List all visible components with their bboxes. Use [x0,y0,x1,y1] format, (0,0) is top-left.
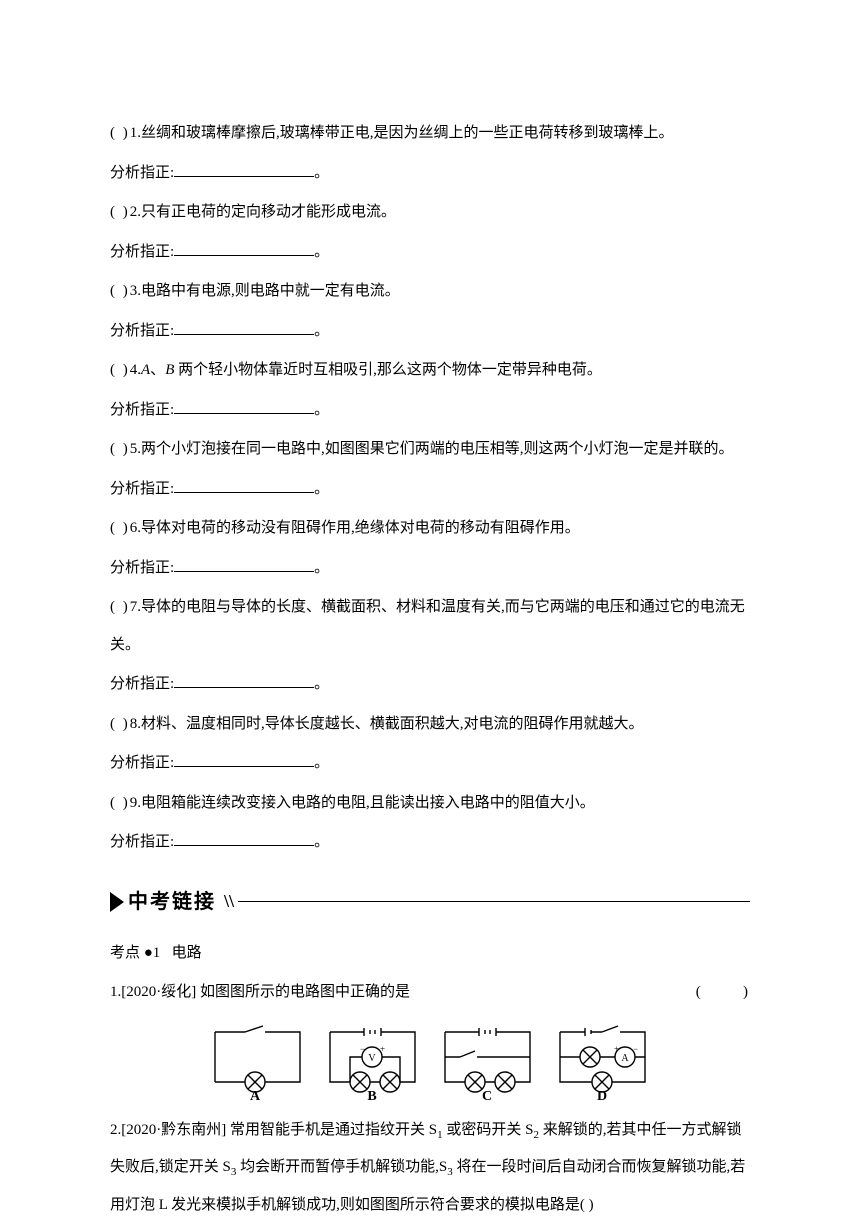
circuit-c: C [435,1022,540,1102]
header-line [238,901,750,902]
question-8: ( )8.材料、温度相同时,导体长度越长、横截面积越大,对电流的阻碍作用就越大。 [110,706,750,744]
analysis-5: 分析指正:。 [110,471,750,509]
question-4: ( )4.A、B 两个轻小物体靠近时互相吸引,那么这两个物体一定带异种电荷。 [110,352,750,390]
circuit-label: C [482,1089,492,1102]
analysis-4: 分析指正:。 [110,392,750,430]
question-7: ( )7.导体的电阻与导体的长度、横截面积、材料和温度有关,而与它两端的电压和通… [110,589,750,664]
svg-text:+: + [614,1044,619,1054]
triangle-icon [110,892,124,912]
question-9: ( )9.电阻箱能连续改变接入电路的电阻,且能读出接入电路中的阻值大小。 [110,785,750,823]
circuit-label: A [250,1089,261,1102]
circuit-label: B [367,1089,376,1102]
blank-input[interactable] [174,475,314,493]
svg-text:+: + [380,1044,385,1054]
paren[interactable]: ( ) [110,283,130,299]
section-title: 中考链接 [128,877,216,927]
circuit-diagrams: A V − + B C A + − D [110,1022,750,1102]
svg-text:V: V [368,1053,376,1064]
analysis-3: 分析指正:。 [110,313,750,351]
blank-input[interactable] [174,159,314,177]
paren[interactable]: ( ) [110,204,130,220]
blank-input[interactable] [174,670,314,688]
svg-text:−: − [360,1044,365,1054]
svg-text:−: − [633,1044,638,1054]
analysis-6: 分析指正:。 [110,550,750,588]
circuit-a: A [205,1022,310,1102]
blank-input[interactable] [174,238,314,256]
circuit-b: V − + B [320,1022,425,1102]
topic-line: 考点 ●1 电路 [110,935,750,973]
answer-paren[interactable]: ( ) [696,974,750,1012]
section-header: 中考链接 \\ [110,877,750,927]
circuit-d: A + − D [550,1022,655,1102]
blank-input[interactable] [174,396,314,414]
blank-input[interactable] [174,317,314,335]
svg-text:A: A [621,1053,629,1064]
analysis-1: 分析指正:。 [110,155,750,193]
paren[interactable]: ( ) [110,599,130,615]
paren[interactable]: ( ) [110,362,130,378]
slashes-icon: \\ [224,879,234,924]
paren[interactable]: ( ) [110,441,130,457]
question-2: ( )2.只有正电荷的定向移动才能形成电流。 [110,194,750,232]
paren[interactable]: ( ) [110,125,130,141]
exam-question-2: 2.[2020·黔东南州] 常用智能手机是通过指纹开关 S1 或密码开关 S2 … [110,1112,750,1224]
question-6: ( )6.导体对电荷的移动没有阻碍作用,绝缘体对电荷的移动有阻碍作用。 [110,510,750,548]
analysis-9: 分析指正:。 [110,824,750,862]
blank-input[interactable] [174,749,314,767]
circuit-label: D [597,1089,607,1102]
blank-input[interactable] [174,828,314,846]
analysis-2: 分析指正:。 [110,234,750,272]
question-1: ( )1.丝绸和玻璃棒摩擦后,玻璃棒带正电,是因为丝绸上的一些正电荷转移到玻璃棒… [110,115,750,153]
question-5: ( )5.两个小灯泡接在同一电路中,如图图果它们两端的电压相等,则这两个小灯泡一… [110,431,750,469]
question-3: ( )3.电路中有电源,则电路中就一定有电流。 [110,273,750,311]
exam-question-1: 1.[2020·绥化] 如图图所示的电路图中正确的是 ( ) [110,974,750,1012]
paren[interactable]: ( ) [110,520,130,536]
blank-input[interactable] [174,554,314,572]
analysis-7: 分析指正:。 [110,666,750,704]
paren[interactable]: ( ) [110,716,130,732]
analysis-8: 分析指正:。 [110,745,750,783]
paren[interactable]: ( ) [110,795,130,811]
